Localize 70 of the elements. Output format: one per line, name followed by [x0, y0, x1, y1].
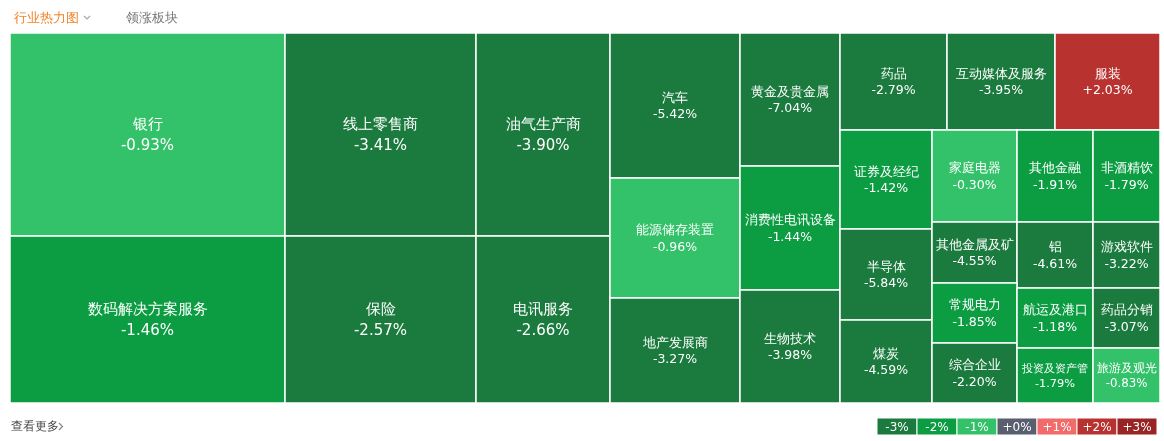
data-label: -3.41%: [353, 135, 408, 154]
data-label: +3%: [1122, 419, 1152, 434]
data-label: -1.85%: [952, 313, 997, 329]
data-label: -2.66%: [516, 320, 570, 339]
category-label: 非酒精饮: [1100, 160, 1153, 176]
category-label: 保险: [365, 300, 396, 319]
category-label: 能源储存装置: [636, 222, 714, 238]
category-label: 其他金融: [1029, 160, 1081, 176]
category-label: 互动媒体及服务: [955, 65, 1047, 81]
data-label: -3.95%: [978, 82, 1024, 98]
data-label: -0.96%: [652, 238, 698, 254]
data-label: -2.79%: [871, 82, 916, 98]
data-label: -0.93%: [120, 135, 175, 154]
data-label: -0.30%: [952, 176, 997, 192]
category-label: 半导体: [866, 258, 906, 274]
category-label: 旅游及观光: [1096, 360, 1157, 375]
category-label: 生物技术: [764, 330, 816, 346]
data-label: -3%: [885, 419, 909, 434]
category-label: 铝: [1047, 239, 1062, 255]
category-label: 药品分销: [1100, 302, 1153, 318]
data-label: -1.44%: [767, 228, 813, 244]
data-label: +2%: [1082, 419, 1112, 434]
category-label: 游戏软件: [1100, 239, 1153, 255]
category-label: 服装: [1094, 65, 1121, 81]
data-label: -1.18%: [1032, 318, 1078, 334]
category-label: 油气生产商: [505, 115, 581, 134]
data-label: -0.83%: [1105, 376, 1148, 391]
data-label: -1.79%: [1034, 376, 1076, 391]
category-label: 航运及港口: [1022, 302, 1088, 318]
data-label: -3.98%: [767, 347, 813, 363]
category-label: 汽车: [662, 89, 688, 105]
data-label: +0%: [1002, 419, 1032, 434]
data-label: -7.04%: [767, 100, 813, 116]
data-label: -1.79%: [1104, 176, 1149, 192]
category-label: 银行: [131, 115, 163, 134]
data-label: -3.27%: [652, 351, 698, 367]
data-label: -4.55%: [952, 253, 997, 269]
category-label: 消费性电讯设备: [744, 212, 836, 228]
category-label: 投资及资产管: [1021, 360, 1088, 375]
category-label: 家庭电器: [948, 160, 1001, 176]
text: 行业热力图: [14, 10, 79, 26]
text: 查看更多: [11, 418, 59, 434]
category-label: 数码解决方案服务: [87, 300, 208, 319]
category-label: 综合企业: [948, 357, 1001, 373]
data-label: -2.20%: [952, 373, 997, 389]
data-label: -2%: [925, 419, 949, 434]
data-label: -1%: [965, 419, 989, 434]
text: 领涨板块: [126, 10, 178, 26]
category-label: 地产发展商: [641, 334, 708, 350]
category-label: 线上零售商: [343, 115, 418, 134]
data-label: -1.42%: [863, 180, 909, 196]
data-label: -3.22%: [1104, 255, 1149, 271]
data-label: -1.91%: [1032, 176, 1078, 192]
category-label: 黄金及贵金属: [751, 83, 829, 99]
category-label: 证券及经纪: [853, 163, 919, 179]
data-label: -3.07%: [1104, 318, 1149, 334]
data-label: -5.42%: [652, 106, 698, 122]
data-label: +1%: [1042, 419, 1072, 434]
data-label: -2.57%: [353, 320, 408, 339]
data-label: -4.59%: [863, 362, 909, 378]
data-label: -4.61%: [1032, 255, 1078, 271]
category-label: 电讯服务: [513, 300, 573, 319]
category-label: 其他金属及矿: [935, 236, 1014, 252]
category-label: 煤炭: [873, 345, 899, 361]
data-label: +2.03%: [1082, 82, 1133, 98]
data-label: -5.84%: [863, 275, 909, 291]
data-label: -1.46%: [120, 320, 175, 339]
category-label: 常规电力: [948, 297, 1001, 313]
data-label: -3.90%: [516, 135, 570, 154]
category-label: 药品: [880, 65, 907, 81]
